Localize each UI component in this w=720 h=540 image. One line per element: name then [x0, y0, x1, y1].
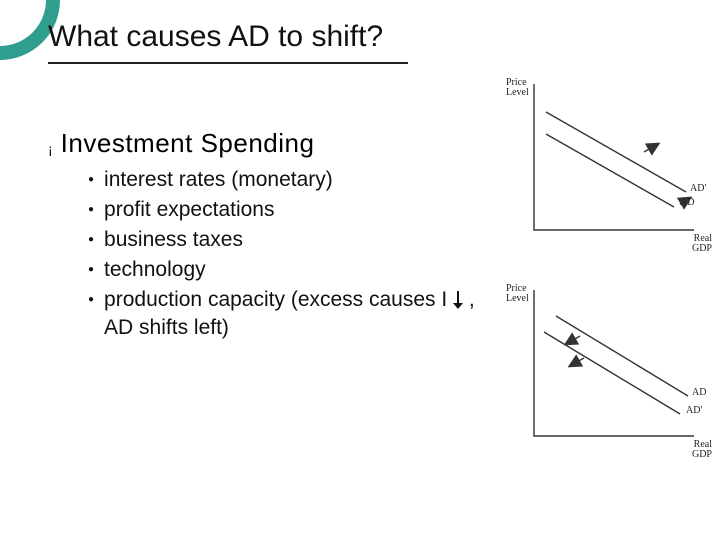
list-item: ● production capacity (excess causes I , … [88, 286, 488, 342]
disc-bullet-icon: ● [88, 256, 94, 284]
ad-shift-left-chart: PriceLevel RealGDP AD AD' [504, 278, 714, 468]
x-axis-label: RealGDP [692, 234, 712, 254]
list-item-text: interest rates (monetary) [104, 166, 333, 194]
series-label: AD [692, 387, 706, 398]
slide: What causes AD to shift? ¡ Investment Sp… [0, 0, 720, 540]
list-item-text: technology [104, 256, 206, 284]
list-item-text: production capacity (excess causes I , A… [104, 286, 488, 342]
outer-bullet-item: ¡ Investment Spending [48, 128, 488, 160]
list-item: ● interest rates (monetary) [88, 166, 488, 194]
disc-bullet-icon: ● [88, 196, 94, 224]
section-heading: Investment Spending [61, 128, 315, 159]
title-underline [48, 62, 408, 64]
list-item: ● technology [88, 256, 488, 284]
slide-title: What causes AD to shift? [48, 20, 408, 54]
down-arrow-icon [453, 291, 463, 309]
disc-bullet-icon: ● [88, 226, 94, 254]
title-block: What causes AD to shift? [48, 20, 408, 64]
ad-shift-left-svg [504, 278, 714, 468]
disc-bullet-icon: ● [88, 286, 94, 314]
list-item-text: profit expectations [104, 196, 274, 224]
content-area: ¡ Investment Spending ● interest rates (m… [48, 128, 488, 344]
x-axis-label: RealGDP [692, 440, 712, 460]
series-label: AD' [690, 183, 706, 194]
series-label: AD [680, 197, 694, 208]
list-item-text: business taxes [104, 226, 243, 254]
series-label: AD' [686, 405, 702, 416]
list-item: ● profit expectations [88, 196, 488, 224]
y-axis-label: PriceLevel [506, 78, 529, 98]
ad-shift-right-svg [504, 72, 714, 262]
sub-bullet-list: ● interest rates (monetary) ● profit expect… [88, 166, 488, 342]
chart-column: PriceLevel RealGDP AD' AD PriceLevel RealGDP… [504, 72, 714, 484]
hollow-circle-bullet-icon: ¡ [48, 136, 53, 162]
disc-bullet-icon: ● [88, 166, 94, 194]
y-axis-label: PriceLevel [506, 284, 529, 304]
ad-shift-right-chart: PriceLevel RealGDP AD' AD [504, 72, 714, 262]
list-item: ● business taxes [88, 226, 488, 254]
